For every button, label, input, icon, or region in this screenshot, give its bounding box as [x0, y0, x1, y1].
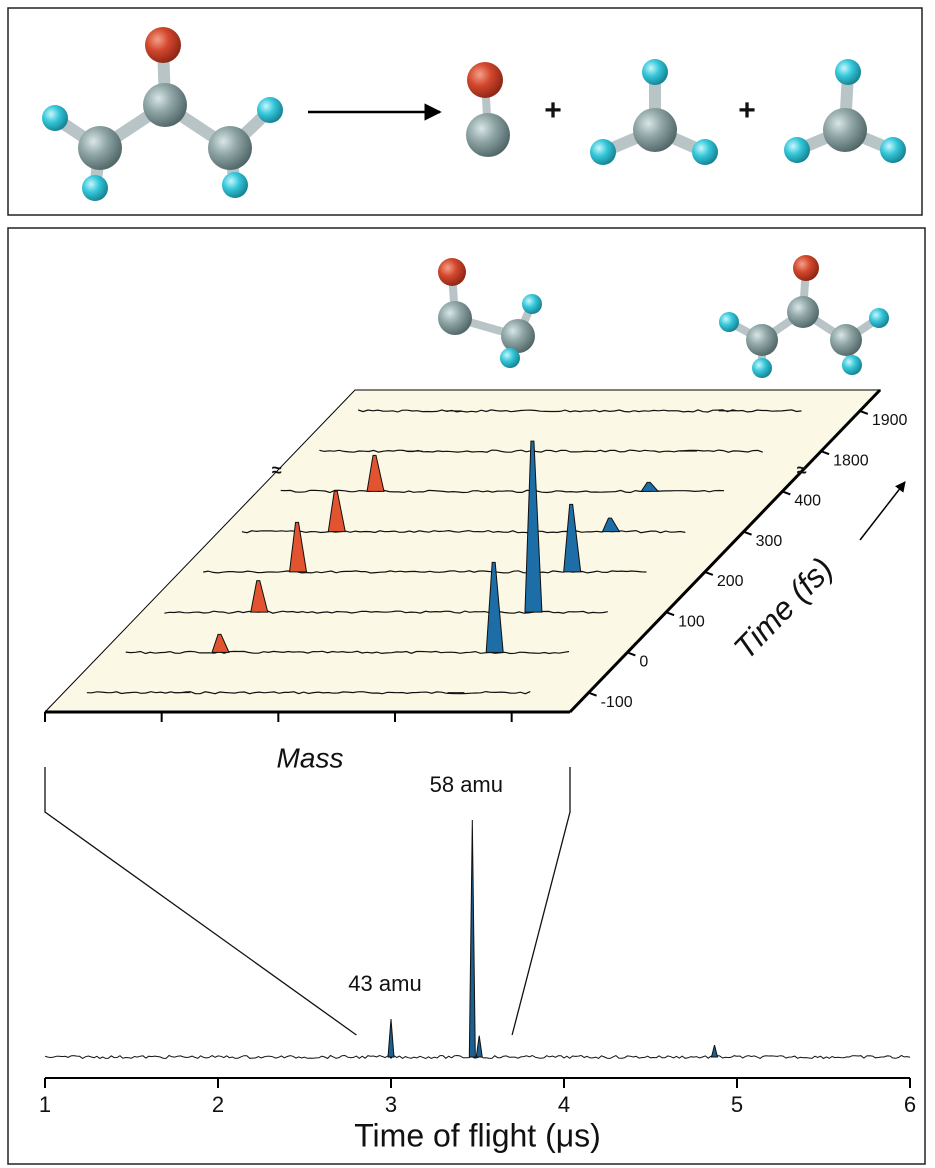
atom — [82, 175, 108, 201]
peak — [468, 819, 476, 1058]
y-tick-label: -100 — [601, 694, 633, 711]
plus-sign: + — [738, 94, 756, 127]
peak — [710, 1045, 719, 1058]
y-tick — [820, 450, 830, 456]
peak — [563, 503, 582, 573]
atom — [145, 27, 181, 63]
atom — [784, 137, 810, 163]
plus-sign: + — [544, 94, 562, 127]
atom — [522, 294, 542, 314]
atom — [633, 108, 677, 152]
y-tick — [743, 530, 752, 536]
y-tick-label: 100 — [678, 613, 705, 630]
x-axis-label: Time of flight (μs) — [354, 1117, 601, 1153]
y-tick-label: 200 — [717, 573, 744, 590]
y-tick — [626, 651, 636, 657]
peak — [250, 580, 269, 613]
y-tick-label: 0 — [639, 654, 648, 671]
atom — [642, 59, 668, 85]
peak — [475, 1035, 483, 1058]
y-tick-label: 1800 — [833, 452, 869, 469]
x-tick-label: 4 — [558, 1092, 570, 1117]
x-tick-label: 3 — [385, 1092, 397, 1117]
peak — [288, 521, 308, 573]
atom — [830, 324, 862, 356]
atom — [78, 126, 122, 170]
x-axis-label: Mass — [277, 742, 344, 773]
atom — [143, 83, 187, 127]
trace — [319, 449, 764, 453]
atom — [869, 308, 889, 328]
peak — [640, 481, 660, 492]
axis-break: ≈ — [272, 460, 282, 480]
x-tick-label: 2 — [212, 1092, 224, 1117]
peak — [601, 517, 621, 533]
atom — [438, 301, 472, 335]
atom — [752, 358, 772, 378]
spectrum-chart: 1 2 3 4 5 6 Time of flight (μs) 43 amu 58 amu — [39, 767, 916, 1153]
atom — [466, 113, 510, 157]
baseline-noise — [44, 1054, 911, 1060]
y-tick-label: 400 — [794, 493, 821, 510]
atom — [787, 296, 819, 328]
atom — [467, 62, 503, 98]
peak — [327, 490, 346, 533]
atom — [835, 59, 861, 85]
atom — [719, 312, 739, 332]
axis-break: ≈ — [797, 460, 807, 480]
atom — [793, 255, 819, 281]
peak — [211, 633, 230, 653]
x-tick-label: 5 — [731, 1092, 743, 1117]
atom — [692, 139, 718, 165]
atom — [222, 172, 248, 198]
molecules — [42, 27, 906, 378]
y-tick — [704, 570, 714, 576]
y-tick-label: 300 — [756, 533, 783, 550]
x-tick-label: 6 — [904, 1092, 916, 1117]
trace — [86, 690, 531, 695]
atom — [208, 126, 252, 170]
time-axis — [568, 388, 882, 714]
atom — [823, 108, 867, 152]
y-tick-label: 1900 — [872, 412, 908, 429]
peak — [524, 440, 543, 613]
y-tick — [665, 611, 675, 617]
peak — [485, 561, 504, 653]
peak — [366, 454, 385, 492]
atom — [500, 348, 520, 368]
y-tick — [859, 409, 869, 415]
atom — [842, 355, 862, 375]
atom — [42, 105, 68, 131]
atom — [438, 258, 466, 286]
x-tick-label: 1 — [39, 1092, 51, 1117]
atom — [590, 139, 616, 165]
peak — [387, 1019, 395, 1058]
trace — [358, 409, 802, 413]
peak-annotation: 43 amu — [348, 971, 421, 996]
zoom-line — [511, 767, 571, 1036]
trace — [125, 650, 570, 655]
atom — [501, 319, 535, 353]
y-tick — [588, 691, 597, 697]
y-tick — [781, 490, 791, 496]
time-arrow — [859, 481, 906, 541]
atom — [880, 137, 906, 163]
atom — [746, 324, 778, 356]
atom — [257, 97, 283, 123]
peak-annotation: 58 amu — [430, 772, 503, 797]
zoom-line — [44, 767, 357, 1036]
